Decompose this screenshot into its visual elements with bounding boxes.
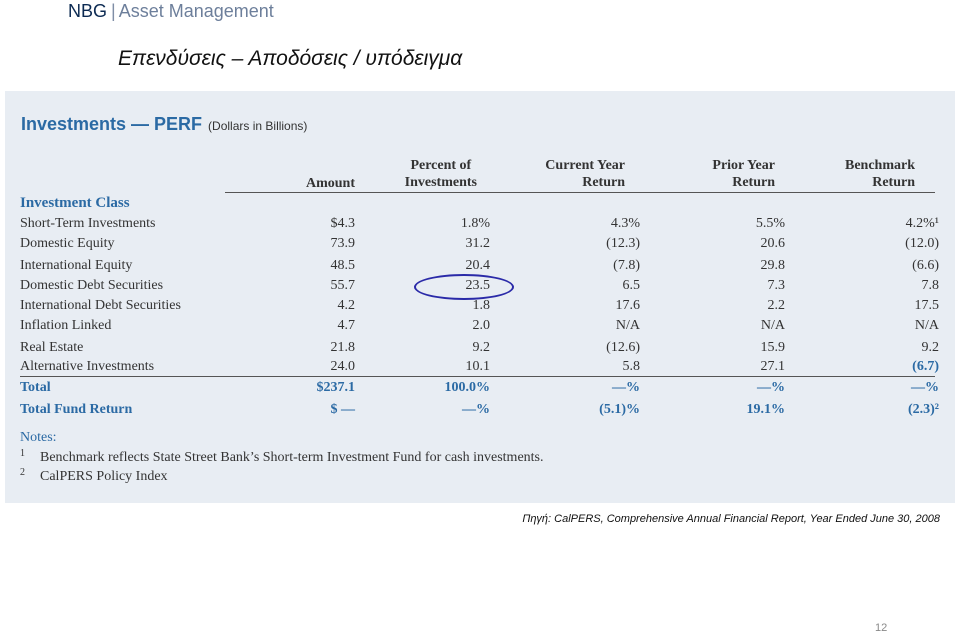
row-label: Domestic Debt Securities	[20, 278, 164, 293]
cell-prior: N/A	[760, 318, 785, 333]
investments-table-image: Investments — PERF (Dollars in Billions) …	[5, 91, 955, 503]
total-rule	[20, 376, 935, 377]
col-header-prior: Prior Year Return	[712, 158, 775, 190]
table-title-note: (Dollars in Billions)	[208, 119, 308, 133]
cell-current: 4.3%	[610, 216, 640, 231]
col-header-current: Current Year Return	[545, 158, 625, 190]
cell-benchmark: (6.6)	[912, 258, 939, 273]
cell-percent: 1.8	[472, 298, 491, 313]
cell-benchmark: (2.3)²	[907, 402, 939, 417]
note-item: 2 CalPERS Policy Index	[20, 467, 544, 485]
cell-benchmark: (6.7)	[912, 359, 939, 374]
cell-prior: 7.3	[767, 278, 786, 293]
cell-benchmark: 7.8	[921, 278, 940, 293]
cell-amount: $ —	[330, 402, 356, 417]
table-row: Real Estate 21.8 9.2 (12.6) 15.9 9.2	[5, 339, 955, 359]
cell-percent: 1.8%	[460, 216, 490, 231]
row-label: Short-Term Investments	[20, 216, 156, 231]
row-label: Domestic Equity	[20, 236, 115, 251]
cell-percent: 31.2	[465, 236, 491, 251]
cell-current: 6.5	[622, 278, 641, 293]
col-header-benchmark: Benchmark Return	[845, 158, 915, 190]
cell-prior: 27.1	[760, 359, 786, 374]
cell-benchmark: 4.2%¹	[905, 216, 939, 231]
cell-percent: 10.1	[465, 359, 491, 374]
total-row: Total $237.1 100.0% —% —% —%	[5, 379, 955, 399]
brand-name: NBG	[68, 1, 108, 21]
cell-percent: 20.4	[465, 258, 491, 273]
top-bar: NBG | Asset Management	[0, 0, 960, 24]
header-rule	[225, 192, 935, 193]
cell-percent: 9.2	[472, 340, 491, 355]
cell-benchmark: N/A	[914, 318, 939, 333]
notes: Notes: 1 Benchmark reflects State Street …	[20, 430, 544, 488]
cell-prior: 5.5%	[755, 216, 785, 231]
cell-prior: 19.1%	[746, 402, 786, 417]
row-label: Real Estate	[20, 340, 84, 355]
table-row: Inflation Linked 4.7 2.0 N/A N/A N/A	[5, 317, 955, 337]
cell-amount: 73.9	[330, 236, 356, 251]
table-row: International Debt Securities 4.2 1.8 17…	[5, 297, 955, 317]
note-marker: 1	[20, 448, 25, 459]
col-header-amount: Amount	[305, 176, 355, 191]
col-header-percent: Percent of Investments	[404, 158, 477, 190]
cell-current: (12.3)	[606, 236, 640, 251]
cell-benchmark: (12.0)	[905, 236, 939, 251]
cell-percent: 2.0	[472, 318, 491, 333]
notes-heading: Notes:	[20, 430, 57, 445]
cell-benchmark: 9.2	[921, 340, 940, 355]
cell-prior: 2.2	[767, 298, 786, 313]
highlight-circle	[414, 274, 514, 300]
cell-current: (5.1)%	[599, 402, 640, 417]
total-fund-return-row: Total Fund Return $ — —% (5.1)% 19.1% (2…	[5, 401, 955, 421]
brand-divider: |	[111, 1, 116, 21]
slide-title: Επενδύσεις – Αποδόσεις / υπόδειγμα	[118, 47, 463, 70]
cell-benchmark: —%	[911, 380, 939, 395]
cell-amount: 21.8	[330, 340, 356, 355]
table-row: Alternative Investments 24.0 10.1 5.8 27…	[5, 358, 955, 378]
table-row: Domestic Equity 73.9 31.2 (12.3) 20.6 (1…	[5, 235, 955, 255]
row-label: International Equity	[20, 258, 133, 273]
cell-amount: 48.5	[330, 258, 356, 273]
table-row: Short-Term Investments $4.3 1.8% 4.3% 5.…	[5, 215, 955, 235]
cell-prior: 29.8	[760, 258, 786, 273]
cell-amount: $237.1	[316, 380, 356, 395]
cell-amount: 55.7	[330, 278, 356, 293]
cell-percent: —%	[462, 402, 490, 417]
cell-current: 5.8	[622, 359, 641, 374]
cell-prior: 15.9	[760, 340, 786, 355]
cell-current: (12.6)	[606, 340, 640, 355]
cell-current: N/A	[615, 318, 640, 333]
row-label: Total	[20, 380, 51, 395]
cell-current: 17.6	[615, 298, 641, 313]
cell-current: (7.8)	[613, 258, 640, 273]
note-item: 1 Benchmark reflects State Street Bank’s …	[20, 448, 544, 466]
source-citation: Πηγή: CalPERS, Comprehensive Annual Fina…	[522, 513, 940, 525]
cell-amount: 4.7	[337, 318, 356, 333]
note-text: Benchmark reflects State Street Bank’s S…	[40, 450, 544, 465]
cell-percent: 100.0%	[444, 380, 491, 395]
table-title-text: Investments — PERF	[21, 114, 203, 134]
page-number: 12	[875, 622, 888, 634]
row-label: Inflation Linked	[20, 318, 112, 333]
row-label: International Debt Securities	[20, 298, 181, 313]
row-label: Total Fund Return	[20, 402, 133, 417]
cell-amount: $4.3	[330, 216, 356, 231]
note-text: CalPERS Policy Index	[40, 469, 168, 484]
cell-benchmark: 17.5	[914, 298, 940, 313]
table-title: Investments — PERF (Dollars in Billions)	[21, 114, 307, 135]
cell-amount: 24.0	[330, 359, 356, 374]
cell-current: —%	[612, 380, 640, 395]
table-row: International Equity 48.5 20.4 (7.8) 29.…	[5, 257, 955, 277]
row-label: Alternative Investments	[20, 359, 155, 374]
note-marker: 2	[20, 467, 25, 478]
section-label: Investment Class	[20, 195, 130, 211]
cell-prior: —%	[757, 380, 785, 395]
brand: NBG | Asset Management	[68, 1, 274, 22]
cell-prior: 20.6	[760, 236, 786, 251]
cell-amount: 4.2	[337, 298, 356, 313]
brand-subtitle: Asset Management	[118, 1, 274, 21]
